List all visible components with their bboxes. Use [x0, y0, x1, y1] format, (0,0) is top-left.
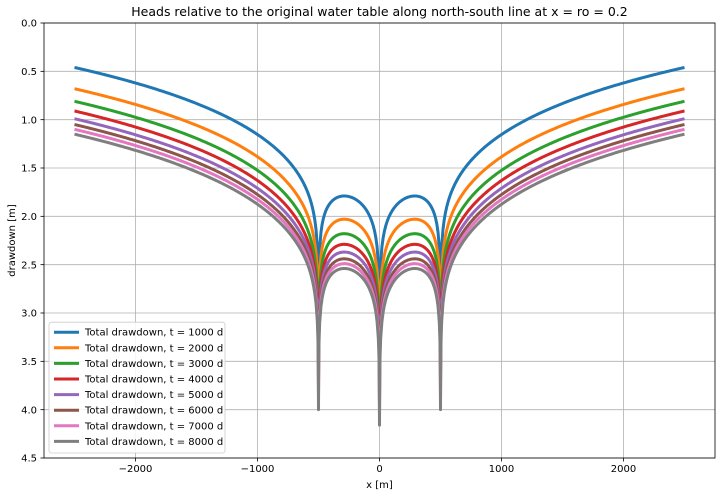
y-tick-label: 0.5 — [21, 67, 37, 78]
legend-label: Total drawdown, t = 6000 d — [84, 406, 223, 417]
y-tick-label: 2.5 — [21, 260, 37, 271]
y-tick-label: 2.0 — [21, 212, 37, 223]
legend-box — [48, 321, 226, 454]
x-tick-label: 1000 — [489, 464, 514, 475]
y-tick-label: 3.5 — [21, 357, 37, 368]
y-tick-label: 4.5 — [21, 454, 37, 465]
legend-label: Total drawdown, t = 7000 d — [84, 421, 223, 432]
legend-label: Total drawdown, t = 3000 d — [84, 359, 223, 370]
legend-label: Total drawdown, t = 5000 d — [84, 390, 223, 401]
y-axis-ticks: 0.0 0.5 1.0 1.5 2.0 2.5 3.0 3.5 4.0 4.5 — [21, 19, 44, 465]
y-tick-label: 1.0 — [21, 115, 37, 126]
x-tick-label: −2000 — [119, 464, 153, 475]
x-tick-label: −1000 — [241, 464, 275, 475]
legend-label: Total drawdown, t = 8000 d — [84, 437, 223, 448]
series-lines — [74, 66, 685, 427]
chart-title: Heads relative to the original water tab… — [131, 4, 627, 19]
legend-label: Total drawdown, t = 4000 d — [84, 375, 223, 386]
legend-label: Total drawdown, t = 2000 d — [84, 343, 223, 354]
x-axis-label: x [m] — [366, 480, 393, 491]
x-tick-label: 0 — [376, 464, 382, 475]
y-tick-label: 3.0 — [21, 309, 37, 320]
x-axis-ticks: −2000 −1000 0 1000 2000 — [119, 458, 636, 475]
legend-label: Total drawdown, t = 1000 d — [84, 328, 223, 339]
y-tick-label: 4.0 — [21, 405, 37, 416]
legend: Total drawdown, t = 1000 d Total drawdown… — [48, 321, 226, 454]
y-tick-label: 0.0 — [21, 19, 37, 30]
y-tick-label: 1.5 — [21, 164, 37, 175]
series-line-8 — [74, 132, 685, 427]
y-axis-label: drawdown [m] — [7, 204, 18, 277]
x-tick-label: 2000 — [611, 464, 636, 475]
